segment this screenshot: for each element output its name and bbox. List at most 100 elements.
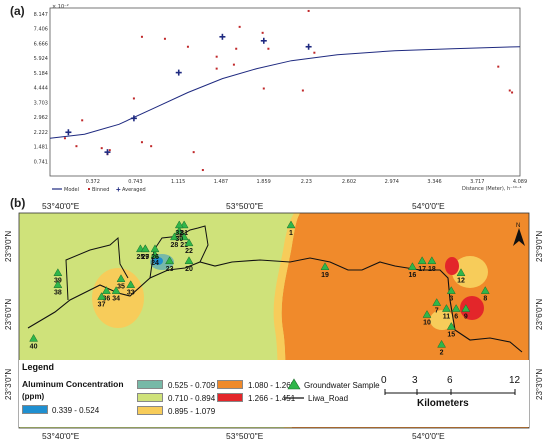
x-tick-label: 0.743 [128,179,142,185]
legend-swatch-1 [22,405,48,414]
sample-37: 37 [97,292,107,309]
scale-tick-12: 12 [509,375,521,386]
y-tick-label: 2.962 [34,115,48,121]
y-exponent-label: × 10⁻² [52,4,69,10]
averaged-point [175,69,182,76]
groundwater-sample-icon [184,238,194,247]
sample-label: 3 [449,296,453,303]
sample-label: 19 [321,272,329,279]
averaged-point [260,37,267,44]
legend-swatch-4 [137,406,163,415]
groundwater-sample-icon [407,262,417,270]
legend-binned: Binned [92,187,109,193]
legend-road: Liwa_Road [308,394,349,403]
legend-class-5: 1.080 - 1.265 [248,381,296,390]
legend-class-4: 0.895 - 1.079 [168,407,216,416]
binned-point [235,47,238,50]
sample-32: 32 [174,220,184,237]
scale-tick-6: 6 [447,375,453,386]
sample-label: 36 [103,296,111,303]
sample-36: 36 [101,286,111,303]
x-tick-label: 1.487 [214,179,228,185]
sample-19: 19 [320,262,330,279]
legend-class-6: 1.266 - 1.451 [248,394,296,403]
groundwater-sample-icon [286,220,296,229]
y-tick-label: 3.703 [34,100,48,106]
y-tick-label: 8.147 [34,12,48,18]
x-tick-label: 2.23 [301,179,312,185]
sample-8: 8 [480,286,490,303]
north-label: N [516,223,520,229]
sample-label: 32 [175,230,183,237]
sample-22: 22 [184,238,194,255]
x-tick-label: 1.859 [257,179,271,185]
sample-label: 33 [127,290,135,297]
groundwater-sample-icon [480,286,490,294]
zone-blue [153,257,163,265]
sample-29: 29 [140,244,150,261]
x-tick-label: 2.974 [385,179,399,185]
binned-point [313,51,316,54]
y-tick-label: 5.924 [34,56,48,62]
binned-point [81,119,84,122]
top-coord-1: 53°40'0"E [42,201,80,211]
binned-point [511,91,514,94]
scale-bar [384,389,516,395]
road-branch-north [149,225,209,279]
sample-30: 30 [174,226,184,243]
legend-swatch-5 [217,380,243,389]
y-tick-label: 7.406 [34,27,48,33]
sample-9: 9 [461,304,471,321]
groundwater-sample-icon [174,226,184,235]
y-tick-label: 6.666 [34,41,48,47]
groundwater-sample-icon [320,262,330,270]
sample-23: 23 [165,256,175,273]
binned-point [301,89,304,92]
binned-point [238,25,241,28]
groundwater-sample-icon [150,250,160,259]
legend-subtitle: Aluminum Concentration [22,379,124,389]
groundwater-sample-icon [427,256,437,265]
sample-label: 22 [185,248,193,255]
legend-swatch-3 [137,393,163,402]
sample-label: 2 [440,349,444,356]
groundwater-sample-icon [287,378,301,390]
legend-unit: (ppm) [22,392,45,401]
binned-point [232,63,235,66]
groundwater-sample-icon [97,292,107,300]
binned-point [108,149,111,152]
groundwater-sample-icon [101,286,111,294]
sample-38: 38 [53,280,63,297]
binned-point [100,147,103,150]
groundwater-sample-icon [116,274,126,282]
binned-point [262,87,265,90]
binned-point [307,9,310,12]
sample-label: 17 [418,266,426,273]
sample-15: 15 [446,321,456,338]
legend-class-3: 0.710 - 0.894 [168,394,216,403]
groundwater-sample-icon [456,268,466,276]
groundwater-sample-icon [446,286,456,294]
sample-18: 18 [427,256,437,273]
sample-24: 24 [150,250,160,267]
sample-21: 21 [179,232,189,249]
binned-point [132,97,135,100]
sample-label: 12 [457,278,465,285]
groundwater-sample-icon [174,220,184,229]
groundwater-sample-icon [29,333,39,342]
sample-label: 7 [435,308,439,315]
sample-6: 6 [451,304,461,321]
panel-a-letter: (a) [10,4,25,18]
x-tick-label: 1.115 [171,179,185,185]
sample-label: 35 [117,284,125,291]
sample-label: 29 [141,254,149,261]
groundwater-sample-icon [432,298,442,306]
binned-point [261,31,264,34]
sample-39: 39 [53,268,63,285]
sample-17: 17 [417,256,427,273]
sample-1: 1 [286,220,296,237]
groundwater-sample-icon [53,280,63,288]
groundwater-sample-icon [446,321,456,330]
x-tick-label: 3.717 [470,179,484,185]
averaged-point [65,129,72,136]
